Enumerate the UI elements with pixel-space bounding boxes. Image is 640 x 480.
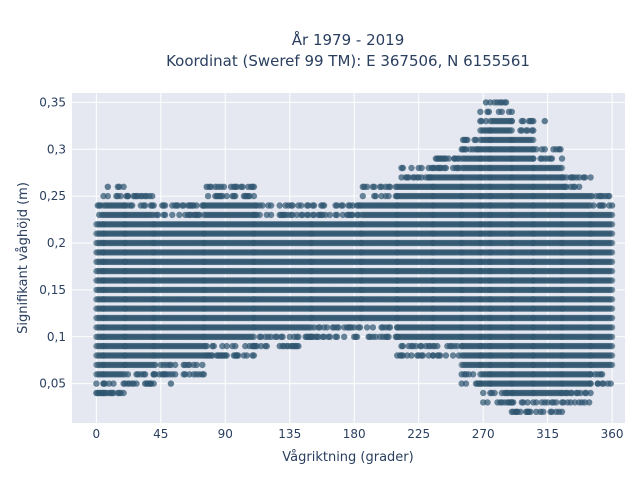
scatter-point bbox=[276, 202, 283, 209]
scatter-point bbox=[363, 324, 371, 331]
scatter-point bbox=[199, 361, 206, 369]
scatter-point bbox=[442, 164, 450, 172]
scatter-point bbox=[210, 342, 217, 350]
scatter-point bbox=[141, 371, 149, 378]
scatter-point bbox=[356, 324, 364, 331]
scatter-point bbox=[418, 164, 425, 172]
scatter-point bbox=[203, 342, 210, 350]
scatter-point bbox=[335, 324, 342, 331]
scatter-point bbox=[464, 136, 471, 144]
scatter-point bbox=[223, 342, 230, 350]
scatter-point bbox=[363, 183, 371, 190]
scatter-point bbox=[449, 352, 457, 359]
scatter-point bbox=[320, 202, 328, 209]
scatter-point bbox=[289, 202, 296, 209]
scatter-point bbox=[193, 361, 200, 369]
scatter-point bbox=[484, 399, 491, 406]
data-points bbox=[93, 99, 616, 415]
scatter-point bbox=[93, 380, 100, 387]
scatter-point bbox=[295, 333, 302, 340]
scatter-point bbox=[193, 202, 200, 209]
scatter-point bbox=[120, 183, 127, 190]
scatter-point bbox=[250, 192, 258, 200]
scatter-point bbox=[150, 202, 157, 209]
scatter-point bbox=[172, 371, 179, 378]
scatter-point bbox=[485, 108, 493, 116]
scatter-point bbox=[250, 333, 258, 340]
scatter-point bbox=[267, 211, 275, 219]
scatter-point bbox=[386, 324, 394, 331]
scatter-point bbox=[256, 211, 263, 219]
scatter-point bbox=[161, 211, 169, 219]
scatter-point bbox=[371, 183, 378, 190]
scatter-point bbox=[161, 202, 169, 209]
scatter-point bbox=[385, 192, 392, 200]
scatter-point bbox=[110, 380, 117, 387]
scatter-point bbox=[462, 380, 470, 387]
scatter-point bbox=[220, 183, 228, 190]
scatter-point bbox=[250, 183, 258, 190]
scatter-point bbox=[259, 202, 266, 209]
scatter-point bbox=[442, 352, 450, 359]
scatter-point bbox=[341, 333, 348, 340]
scatter-point bbox=[372, 192, 379, 200]
scatter-point bbox=[169, 211, 176, 219]
scatter-point bbox=[239, 183, 246, 190]
scatter-point bbox=[232, 342, 239, 350]
scatter-point bbox=[333, 333, 341, 340]
scatter-point bbox=[469, 371, 477, 378]
scatter-point bbox=[120, 389, 127, 397]
scatter-point bbox=[223, 192, 230, 200]
scatter-point bbox=[480, 389, 487, 397]
scatter-point bbox=[151, 361, 159, 369]
scatter-point bbox=[359, 192, 366, 200]
scatter-point bbox=[323, 324, 331, 331]
scatter-point bbox=[117, 192, 124, 200]
scatter-point bbox=[333, 211, 341, 219]
scatter-point bbox=[232, 192, 239, 200]
scatter-point bbox=[176, 211, 183, 219]
scatter-point bbox=[141, 202, 149, 209]
scatter-point bbox=[149, 192, 156, 200]
scatter-point bbox=[243, 352, 250, 359]
scatter-point bbox=[129, 202, 136, 209]
scatter-point bbox=[279, 333, 286, 340]
scatter-point bbox=[408, 164, 415, 172]
scatter-point bbox=[369, 324, 377, 331]
scatter-point bbox=[204, 192, 212, 200]
scatter-point bbox=[385, 333, 392, 340]
scatter-point bbox=[154, 211, 162, 219]
scatter-point bbox=[353, 333, 361, 340]
scatter-point bbox=[434, 342, 441, 350]
scatter-point bbox=[172, 361, 179, 369]
scatter-point bbox=[437, 352, 444, 359]
scatter-point bbox=[399, 164, 407, 172]
scatter-point bbox=[223, 352, 230, 359]
scatter-point bbox=[408, 352, 415, 359]
scatter-point bbox=[445, 155, 452, 162]
scatter-point bbox=[200, 371, 207, 378]
scatter-point bbox=[339, 202, 346, 209]
scatter-point bbox=[477, 108, 484, 116]
scatter-point bbox=[399, 342, 407, 350]
scatter-point bbox=[133, 380, 140, 387]
scatter-point bbox=[263, 342, 270, 350]
scatter-point bbox=[124, 371, 132, 378]
scatter-point bbox=[295, 342, 302, 350]
scatter-point bbox=[326, 211, 334, 219]
scatter-point bbox=[298, 202, 305, 209]
scatter-point bbox=[250, 352, 258, 359]
scatter-point bbox=[310, 202, 318, 209]
scatter-point bbox=[267, 202, 275, 209]
scatter-point bbox=[104, 192, 112, 200]
scatter-point bbox=[326, 333, 334, 340]
